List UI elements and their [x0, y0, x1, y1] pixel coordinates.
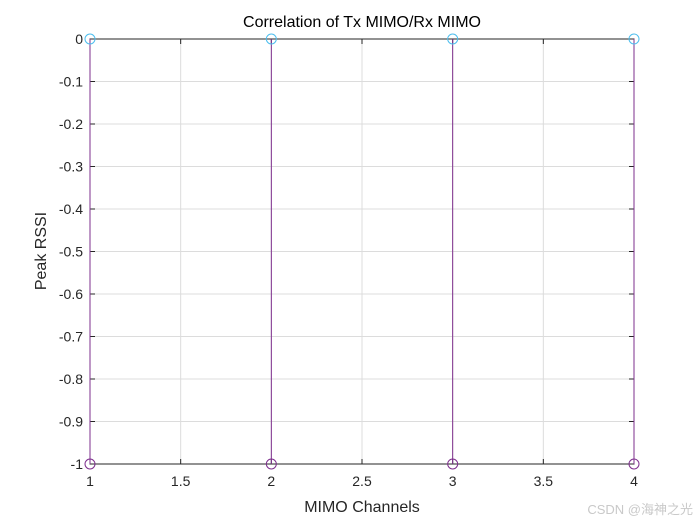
- stem-marker-stems-at-minus-one: [628, 458, 640, 470]
- x-tick-label: 2: [267, 473, 275, 489]
- x-tick-label: 3.5: [534, 473, 554, 489]
- y-tick-label: -0.3: [59, 159, 83, 175]
- x-tick-label: 2.5: [352, 473, 372, 489]
- y-tick-label: -0.9: [59, 414, 83, 430]
- x-tick-label: 1: [86, 473, 94, 489]
- y-tick-label: -0.8: [59, 371, 83, 387]
- y-tick-label: -1: [71, 456, 84, 472]
- stem-marker-stems-at-zero: [628, 33, 640, 45]
- stem-marker-stems-at-minus-one: [447, 458, 459, 470]
- stem-layer: [89, 39, 635, 464]
- tick-label-layer: 1 1.5 2 2.5 3 3.5 4 0 -0.1 -0.2 -0.3 -0.4 -0.5 -0.6 -0…: [59, 31, 638, 489]
- stem-marker-stems-at-zero: [265, 33, 277, 45]
- stem-marker-stems-at-zero: [84, 33, 96, 45]
- x-axis-label: MIMO Channels: [304, 499, 420, 516]
- y-tick-label: -0.4: [59, 201, 83, 217]
- stem-marker-stems-at-minus-one: [84, 458, 96, 470]
- y-tick-label: -0.2: [59, 116, 83, 132]
- x-tick-label: 1.5: [171, 473, 191, 489]
- y-tick-label: -0.5: [59, 244, 83, 260]
- y-tick-label: -0.6: [59, 286, 83, 302]
- stem-marker-stems-at-minus-one: [265, 458, 277, 470]
- watermark-text: CSDN @海神之光: [587, 502, 693, 517]
- y-tick-label: -0.7: [59, 329, 83, 345]
- y-axis-label: Peak RSSI: [33, 212, 50, 290]
- marker-layer: [84, 33, 640, 470]
- grid-layer: [89, 38, 635, 465]
- y-tick-label: 0: [75, 31, 83, 47]
- chart-title: Correlation of Tx MIMO/Rx MIMO: [243, 14, 481, 31]
- y-tick-label: -0.1: [59, 74, 83, 90]
- stem-marker-stems-at-zero: [447, 33, 459, 45]
- x-tick-label: 3: [449, 473, 457, 489]
- x-tick-label: 4: [630, 473, 638, 489]
